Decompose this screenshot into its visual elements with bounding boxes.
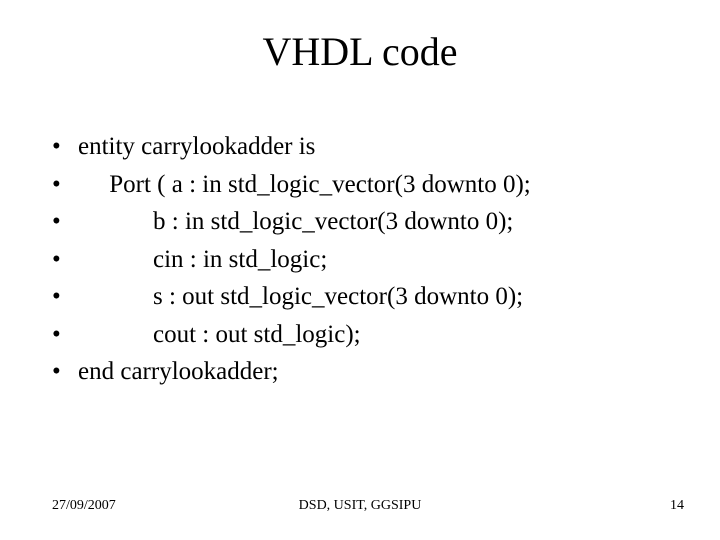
bullet-icon: • — [52, 203, 78, 241]
bullet-icon: • — [52, 166, 78, 204]
slide: VHDL code • entity carrylookadder is • P… — [0, 0, 720, 540]
bullet-line: • cout : out std_logic); — [52, 316, 672, 354]
line-text: cout : out std_logic); — [78, 316, 361, 354]
bullet-line: • Port ( a : in std_logic_vector(3 downt… — [52, 166, 672, 204]
footer-center: DSD, USIT, GGSIPU — [0, 498, 720, 514]
bullet-icon: • — [52, 241, 78, 279]
bullet-icon: • — [52, 316, 78, 354]
bullet-icon: • — [52, 128, 78, 166]
line-text: b : in std_logic_vector(3 downto 0); — [78, 203, 513, 241]
line-text: s : out std_logic_vector(3 downto 0); — [78, 278, 523, 316]
bullet-line: • s : out std_logic_vector(3 downto 0); — [52, 278, 672, 316]
bullet-icon: • — [52, 353, 78, 391]
footer-page-number: 14 — [670, 498, 684, 514]
line-text: entity carrylookadder is — [78, 128, 315, 166]
line-text: cin : in std_logic; — [78, 241, 327, 279]
bullet-line: • cin : in std_logic; — [52, 241, 672, 279]
bullet-line: • end carrylookadder; — [52, 353, 672, 391]
slide-title: VHDL code — [0, 28, 720, 75]
line-text: end carrylookadder; — [78, 353, 279, 391]
slide-body: • entity carrylookadder is • Port ( a : … — [52, 128, 672, 391]
line-text: Port ( a : in std_logic_vector(3 downto … — [78, 166, 531, 204]
bullet-icon: • — [52, 278, 78, 316]
bullet-line: • entity carrylookadder is — [52, 128, 672, 166]
bullet-line: • b : in std_logic_vector(3 downto 0); — [52, 203, 672, 241]
